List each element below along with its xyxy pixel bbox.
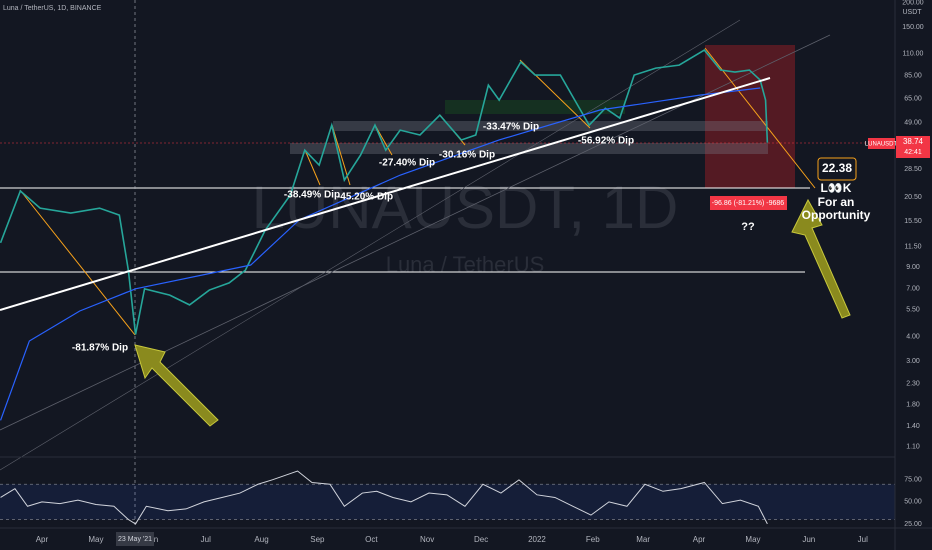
rsi-line — [0, 470, 768, 525]
x-tick-label: May — [88, 535, 103, 544]
annotation: For an — [818, 195, 855, 209]
watermark-subtitle: Luna / TetherUS — [386, 252, 545, 277]
arrow — [791, 198, 851, 319]
y-tick-label: 1.80 — [906, 402, 920, 409]
annotation: -56.92% Dip — [578, 136, 634, 147]
price-line — [0, 49, 769, 335]
x-tick-label: Dec — [474, 535, 488, 544]
annotation: -81.87% Dip — [72, 343, 128, 354]
x-tick-label: May — [745, 535, 760, 544]
annotation: -27.40% Dip — [379, 158, 435, 169]
annotation: Opportunity — [802, 208, 871, 222]
x-tick-label: Apr — [693, 535, 706, 544]
symbol-tag-text: LUNAUSDT — [865, 142, 898, 148]
y-tick-label: 3.00 — [906, 358, 920, 365]
symbol-tag — [868, 138, 895, 149]
y-tick-label: 150.00 — [902, 24, 924, 31]
y-tick-label: 49.00 — [904, 119, 922, 126]
target-box — [817, 157, 857, 181]
zone — [445, 100, 625, 114]
channel-line — [0, 19, 741, 471]
y-tick-label: 15.50 — [904, 218, 922, 225]
date-tag — [116, 532, 154, 546]
unit-label: USDT — [902, 9, 922, 16]
y-tick-label: 65.00 — [904, 95, 922, 102]
y-tick-label: 1.40 — [906, 423, 920, 430]
annotation: -45.20% Dip — [337, 192, 393, 203]
y-tick-label: 200.00 — [902, 0, 924, 6]
dip-line — [304, 149, 321, 186]
annotation: 22.38 — [822, 161, 852, 175]
rsi-band — [0, 484, 895, 520]
watermark: LUNAUSDT, 1D — [252, 174, 679, 241]
price-tag-text: 38.74 — [903, 137, 924, 146]
arrow — [134, 344, 219, 427]
x-tick-label: Aug — [254, 535, 268, 544]
y-tick-label: 7.00 — [906, 286, 920, 293]
annotation: -33.47% Dip — [483, 122, 539, 133]
chart-title: Luna / TetherUS, 1D, BINANCE — [3, 5, 102, 12]
y-tick-label: 11.50 — [905, 243, 922, 250]
x-tick-label: Mar — [636, 535, 650, 544]
plot — [0, 49, 895, 525]
y-tick-label: 110.00 — [903, 50, 924, 57]
y-axis — [895, 0, 932, 550]
y-tick-label: 85.00 — [904, 72, 922, 79]
countdown: 42:41 — [904, 149, 922, 156]
x-tick-label: Jun — [802, 535, 815, 544]
annotation: -38.49% Dip — [284, 190, 340, 201]
projection-line — [704, 47, 816, 189]
x-tick-label: Oct — [365, 535, 378, 544]
annotation: ?? — [741, 221, 755, 233]
rsi-tick-label: 75.00 — [904, 477, 922, 484]
annotation: -96.86 (-81.21%) -9686 — [712, 200, 784, 207]
axes: Apr May Jun Jul Aug Sep Oct Nov Dec 2022 Feb Mar Apr… — [36, 0, 924, 544]
x-tick-label: Jul — [201, 535, 211, 544]
annotations: -81.87% Dip -38.49% Dip-45.20% Dip -27.40%… — [72, 122, 871, 354]
y-tick-label: 4.00 — [906, 333, 920, 340]
y-tick-label: 1.10 — [906, 444, 920, 451]
date-tag-text: 23 May '21 — [118, 536, 152, 543]
dip-line — [19, 189, 136, 336]
y-tick-label: 9.00 — [906, 264, 920, 271]
price-tag — [896, 136, 930, 158]
y-tick-label: 28.50 — [904, 166, 922, 173]
x-tick-label: Apr — [36, 535, 49, 544]
measure-box — [710, 196, 787, 210]
rsi-tick-label: 25.00 — [904, 521, 922, 528]
annotation: L👀K — [821, 181, 852, 195]
rsi-tick-label: 50.00 — [904, 499, 922, 506]
annotation: -30.16% Dip — [439, 150, 495, 161]
zone — [333, 121, 768, 131]
x-tick-label: Sep — [310, 535, 325, 544]
x-tick-label: 2022 — [528, 535, 546, 544]
y-tick-label: 2.30 — [906, 381, 920, 388]
x-tick-label: Nov — [420, 535, 434, 544]
y-tick-label: 5.50 — [906, 306, 920, 313]
x-tick-label: Jul — [858, 535, 868, 544]
x-tick-label: Feb — [586, 535, 600, 544]
trend-line — [0, 77, 771, 311]
y-tick-label: 20.50 — [904, 194, 922, 201]
